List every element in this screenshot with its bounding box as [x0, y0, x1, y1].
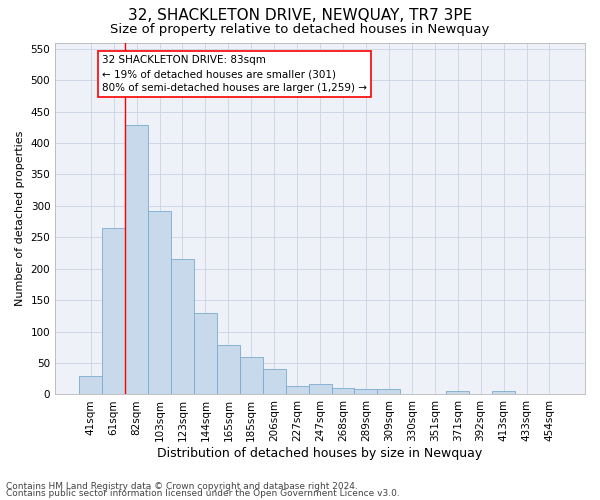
Bar: [148, 211, 171, 394]
Bar: [125, 126, 148, 394]
Y-axis label: Number of detached properties: Number of detached properties: [15, 131, 25, 306]
Bar: [171, 260, 194, 394]
Bar: [194, 313, 217, 394]
Bar: [355, 389, 377, 394]
Text: 32 SHACKLETON DRIVE: 83sqm
← 19% of detached houses are smaller (301)
80% of sem: 32 SHACKLETON DRIVE: 83sqm ← 19% of deta…: [102, 55, 367, 93]
X-axis label: Distribution of detached houses by size in Newquay: Distribution of detached houses by size …: [157, 447, 483, 460]
Bar: [332, 388, 355, 394]
Text: Size of property relative to detached houses in Newquay: Size of property relative to detached ho…: [110, 22, 490, 36]
Bar: [217, 346, 240, 395]
Bar: [102, 228, 125, 394]
Bar: [492, 390, 515, 394]
Text: 32, SHACKLETON DRIVE, NEWQUAY, TR7 3PE: 32, SHACKLETON DRIVE, NEWQUAY, TR7 3PE: [128, 8, 472, 22]
Bar: [446, 392, 469, 394]
Bar: [263, 370, 286, 394]
Bar: [79, 376, 102, 394]
Bar: [377, 390, 400, 394]
Bar: [240, 356, 263, 395]
Text: Contains public sector information licensed under the Open Government Licence v3: Contains public sector information licen…: [6, 490, 400, 498]
Bar: [308, 384, 332, 394]
Bar: [286, 386, 308, 394]
Text: Contains HM Land Registry data © Crown copyright and database right 2024.: Contains HM Land Registry data © Crown c…: [6, 482, 358, 491]
